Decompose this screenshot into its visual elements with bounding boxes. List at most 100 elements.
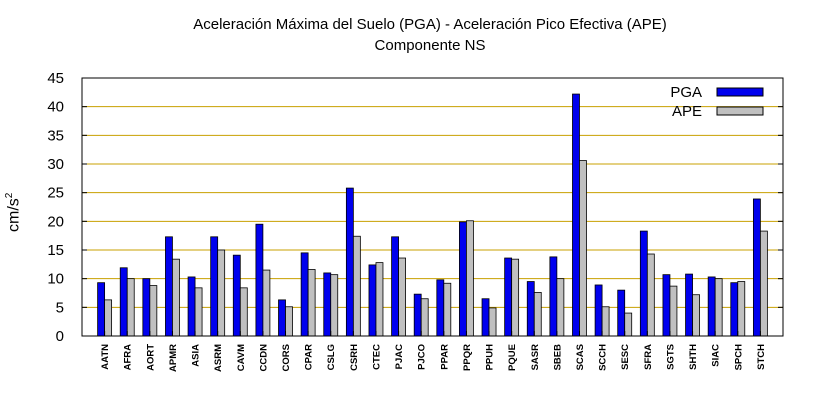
y-tick-label: 10 (47, 271, 64, 288)
bar-pga-afra (119, 267, 128, 337)
x-tick-label: CTEC (371, 344, 382, 370)
bar-ape-aort (149, 285, 158, 337)
bar-ape-sfra (646, 253, 655, 337)
bar-ape-sesc (624, 312, 633, 337)
bar-pga-apmr (165, 236, 173, 337)
x-tick-label: CORS (281, 344, 292, 371)
bar-ape-asia (194, 287, 203, 337)
legend-label-ape: APE (672, 103, 702, 120)
y-tick-label: 20 (47, 213, 64, 230)
legend-swatch-pga (716, 87, 764, 97)
x-tick-label: SBEB (552, 344, 563, 371)
x-tick-label: PPQR (462, 344, 473, 371)
x-tick-label: PJAC (394, 344, 405, 369)
x-tick-label: SCAS (575, 344, 586, 370)
bar-pga-ctec (368, 264, 377, 337)
chart-title: Aceleración Máxima del Suelo (PGA) - Ace… (193, 16, 667, 33)
x-tick-label: AORT (145, 344, 156, 371)
bar-pga-ppar (436, 279, 445, 337)
bar-pga-pjco (413, 293, 422, 337)
bar-pga-scas (572, 93, 580, 337)
bar-ape-afra (126, 278, 135, 337)
bar-ape-ccdn (262, 269, 271, 337)
x-tick-label: SCCH (598, 344, 609, 371)
x-tick-label: SFRA (643, 344, 654, 370)
x-tick-label: PPAR (439, 344, 450, 370)
y-tick-label: 45 (47, 70, 64, 87)
x-tick-label: CPAR (304, 344, 315, 370)
y-tick-label: 5 (56, 299, 64, 316)
bar-pga-sfra (639, 230, 648, 337)
y-tick-label: 25 (47, 185, 64, 202)
bar-pga-spch (730, 282, 739, 337)
bar-ape-pjco (420, 298, 429, 337)
x-tick-label: ASIA (191, 344, 202, 367)
bar-ape-ppqr (466, 220, 474, 337)
bar-pga-scch (594, 284, 603, 337)
bar-pga-ccdn (255, 223, 264, 337)
x-tick-label: SHTH (688, 344, 699, 370)
bar-pga-cslg (323, 272, 332, 337)
bar-pga-cpar (300, 252, 309, 337)
y-tick-label: 30 (47, 156, 64, 173)
bar-pga-asia (187, 276, 196, 337)
x-tick-label: SIAC (711, 344, 722, 367)
x-tick-label: SPCH (733, 344, 744, 371)
bar-pga-sesc (617, 289, 626, 337)
bar-pga-aatn (97, 282, 106, 337)
bar-ape-siac (714, 278, 723, 337)
bar-ape-shth (692, 294, 700, 337)
bar-ape-scch (601, 306, 610, 337)
chart-subtitle: Componente NS (374, 37, 486, 54)
x-tick-label: ASRM (213, 344, 224, 372)
bar-ape-aatn (104, 299, 113, 337)
bar-ape-ppar (443, 282, 452, 337)
bar-pga-cavm (232, 254, 241, 337)
legend-swatch-ape (716, 106, 764, 116)
bar-pga-shth (685, 273, 693, 337)
bar-ape-ppuh (488, 307, 497, 337)
plot-frame (81, 77, 784, 337)
bar-pga-csrh (345, 187, 354, 337)
bar-pga-sasr (526, 281, 535, 337)
x-tick-label: PQUE (507, 344, 518, 371)
bar-pga-pque (504, 257, 513, 337)
bar-ape-apmr (172, 258, 180, 337)
bar-ape-spch (737, 281, 746, 337)
bar-ape-csrh (352, 235, 361, 337)
x-tick-label: PJCO (417, 344, 428, 370)
bar-ape-sbeb (556, 278, 565, 337)
y-tick-label: 40 (47, 99, 64, 116)
x-tick-label: SESC (620, 344, 631, 370)
bar-ape-scas (579, 160, 587, 337)
bar-ape-asrm (217, 249, 226, 337)
x-tick-label: CAVM (236, 344, 247, 371)
bar-ape-ctec (375, 262, 384, 337)
bar-ape-cavm (239, 287, 248, 337)
bar-ape-cors (285, 306, 293, 337)
bar-ape-pque (511, 258, 520, 337)
x-tick-label: AATN (100, 344, 111, 370)
y-tick-label: 35 (47, 127, 64, 144)
x-tick-label: APMR (168, 344, 179, 372)
bar-pga-ppqr (459, 221, 467, 337)
bar-pga-asrm (210, 236, 219, 337)
bar-ape-cpar (307, 269, 316, 337)
bar-ape-sasr (533, 292, 542, 337)
x-tick-label: SASR (530, 344, 541, 371)
x-tick-label: AFRA (123, 344, 134, 371)
bar-ape-stch (759, 230, 768, 337)
bar-ape-cslg (330, 274, 339, 337)
bar-ape-pjac (398, 257, 406, 337)
bar-ape-sgts (669, 285, 678, 337)
bar-pga-sgts (662, 274, 671, 337)
y-tick-label: 0 (56, 328, 64, 345)
x-tick-label: CSLG (326, 344, 337, 370)
y-tick-label: 15 (47, 242, 64, 259)
x-tick-label: SGTS (665, 344, 676, 370)
bar-pga-cors (278, 299, 286, 337)
legend-label-pga: PGA (670, 84, 702, 101)
x-tick-label: PPUH (485, 344, 496, 371)
x-tick-label: CCDN (258, 344, 269, 372)
